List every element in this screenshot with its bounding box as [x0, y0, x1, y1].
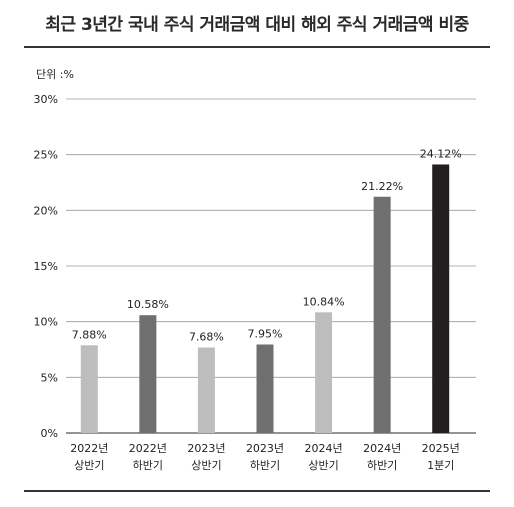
bar — [315, 312, 333, 433]
chart-title: 최근 3년간 국내 주식 거래금액 대비 해외 주식 거래금액 비중 — [45, 15, 469, 35]
x-tick-label-year: 2022년 — [70, 442, 108, 455]
data-label: 21.22% — [361, 180, 403, 193]
data-label: 10.58% — [127, 298, 169, 311]
x-tick-label-period: 하반기 — [133, 458, 163, 472]
x-tick-label-period: 상반기 — [308, 459, 338, 472]
bar — [197, 347, 215, 433]
x-tick-label-period: 하반기 — [250, 458, 280, 472]
y-tick-label: 25% — [34, 149, 58, 162]
bottom-divider — [24, 490, 490, 492]
x-tick-label-year: 2023년 — [246, 442, 284, 455]
y-tick-label: 30% — [34, 93, 58, 106]
unit-label: 단위 :% — [36, 68, 74, 81]
title-divider — [24, 46, 490, 48]
bar — [256, 344, 274, 433]
data-label: 10.84% — [303, 295, 345, 308]
bar — [139, 315, 157, 433]
y-tick-label: 10% — [34, 316, 58, 329]
x-tick-label-period: 1분기 — [427, 459, 454, 472]
y-tick-label: 0% — [41, 427, 58, 440]
x-tick-label-period: 상반기 — [191, 459, 221, 472]
bar — [80, 345, 98, 433]
x-tick-label-year: 2025년 — [422, 442, 460, 455]
x-tick-label-year: 2024년 — [363, 442, 401, 455]
data-label: 24.12% — [420, 147, 462, 160]
data-label: 7.68% — [189, 330, 224, 343]
bar — [373, 196, 391, 433]
y-tick-label: 20% — [34, 204, 58, 217]
x-tick-label-period: 상반기 — [74, 459, 104, 472]
y-tick-label: 5% — [41, 371, 58, 384]
data-label: 7.88% — [72, 328, 107, 341]
x-tick-label-year: 2022년 — [129, 442, 167, 455]
x-tick-label-period: 하반기 — [367, 458, 397, 472]
bar — [432, 164, 450, 434]
x-tick-label-year: 2023년 — [187, 442, 225, 455]
data-label: 7.95% — [248, 327, 283, 340]
y-tick-label: 15% — [34, 260, 58, 273]
x-tick-label-year: 2024년 — [305, 442, 343, 455]
